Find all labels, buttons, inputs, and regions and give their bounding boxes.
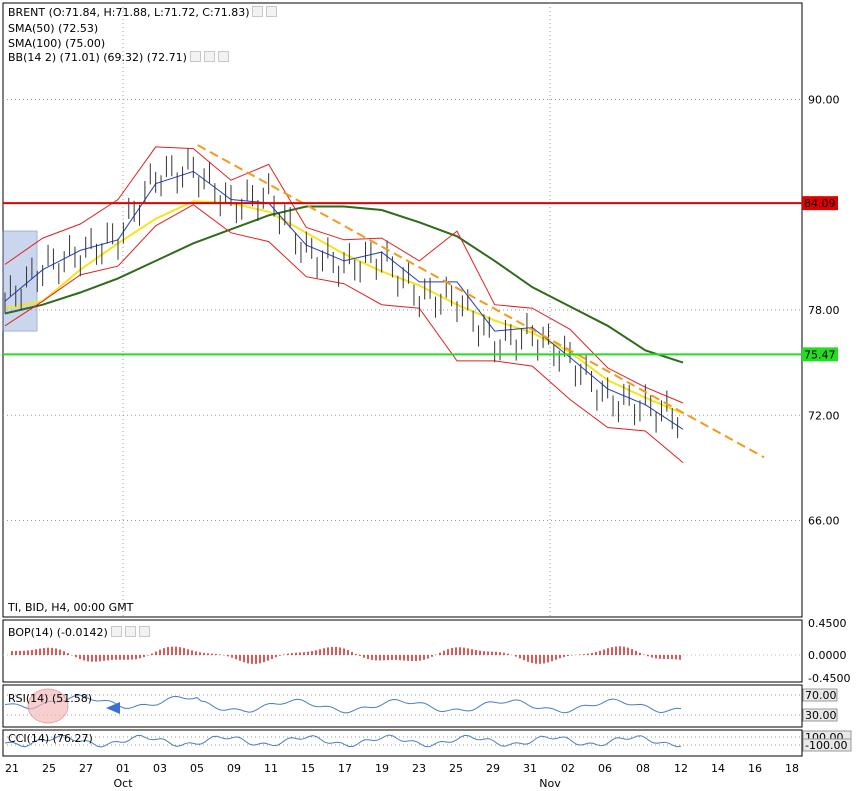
x-tick-label: 03 xyxy=(153,762,167,775)
sma50-legend: SMA(50) (72.53) xyxy=(8,22,98,35)
window-icon[interactable] xyxy=(203,51,215,62)
main-panel xyxy=(2,2,803,618)
cci-level-label: -100.00 xyxy=(805,739,847,752)
window-icon[interactable] xyxy=(189,51,201,62)
feed-text: TI, BID, H4, 00:00 GMT xyxy=(8,601,134,614)
window-icon[interactable] xyxy=(110,626,122,637)
cci-title-text: CCI(14) (76.27) xyxy=(8,732,93,745)
candles xyxy=(4,148,679,439)
bollinger-band-highlight xyxy=(2,230,38,332)
x-tick-label: 25 xyxy=(42,762,56,775)
rsi-level-tag xyxy=(802,708,838,722)
bb-text: BB(14 2) (71.01) (69.32) (72.71) xyxy=(8,51,187,64)
close-icon[interactable] xyxy=(138,626,150,637)
rsi-level-tag xyxy=(802,688,838,702)
month-label: Oct xyxy=(113,777,133,790)
x-tick-label: 05 xyxy=(190,762,204,775)
bop-tick-label: -0.4500 xyxy=(808,672,850,685)
sma100-text: SMA(100) (75.00) xyxy=(8,37,106,50)
x-tick-label: 02 xyxy=(561,762,575,775)
bop-title-text: BOP(14) (-0.0142) xyxy=(8,626,108,639)
x-tick-label: 21 xyxy=(5,762,19,775)
bop-title: BOP(14) (-0.0142) xyxy=(8,626,150,639)
rsi-title-text: RSI(14) (51.58) xyxy=(8,692,93,705)
x-tick-label: 19 xyxy=(375,762,389,775)
level-tag-label: 84.09 xyxy=(804,197,836,210)
bop-tick-label: 0.4500 xyxy=(808,617,847,630)
series-line-sma-100- xyxy=(4,205,684,364)
sma100-legend: SMA(100) (75.00) xyxy=(8,37,105,50)
x-tick-label: 06 xyxy=(598,762,612,775)
x-tick-label: 29 xyxy=(486,762,500,775)
y-tick-label: 90.00 xyxy=(808,93,840,106)
trendline xyxy=(197,144,765,459)
rsi-panel xyxy=(2,684,803,728)
arrow-icon xyxy=(106,702,120,714)
x-tick-label: 08 xyxy=(636,762,650,775)
x-tick-label: 17 xyxy=(338,762,352,775)
window-icon[interactable] xyxy=(124,626,136,637)
cci-line xyxy=(4,734,682,748)
y-axis: 90.00 78.00 72.00 66.00 xyxy=(808,93,840,527)
x-tick-label: 01 xyxy=(116,762,130,775)
x-tick-label: 12 xyxy=(674,762,688,775)
level-tag xyxy=(802,347,838,362)
x-tick-label: 23 xyxy=(412,762,426,775)
x-axis: 21 25 27 01 03 05 09 11 15 17 19 23 25 29 31 02 06 08 12 14… xyxy=(5,762,799,790)
x-tick-label: 14 xyxy=(711,762,725,775)
rsi-highlight-circle xyxy=(27,688,69,724)
rsi-level-label: 70.00 xyxy=(805,689,837,702)
cci-level-tag xyxy=(802,738,852,752)
x-tick-label: 27 xyxy=(79,762,93,775)
symbol-ohlc-text: BRENT (O:71.84, H:71.88, L:71.72, C:71.8… xyxy=(8,6,250,19)
window-icon[interactable] xyxy=(252,6,264,17)
horizontal-levels: 84.09 75.47 xyxy=(3,144,838,459)
feed-info: TI, BID, H4, 00:00 GMT xyxy=(8,601,133,614)
series-line-bb-upper xyxy=(4,146,684,404)
month-label: Nov xyxy=(539,777,561,790)
indicators: 0.45000.0000-0.450070.0030.00100.00-100.… xyxy=(3,617,852,752)
cci-panel xyxy=(2,729,803,757)
x-tick-label: 25 xyxy=(449,762,463,775)
symbol-ohlc-line: BRENT (O:71.84, H:71.88, L:71.72, C:71.8… xyxy=(8,6,278,19)
rsi-title: RSI(14) (51.58) xyxy=(8,692,92,705)
series-line-bb-lower xyxy=(4,204,684,463)
selection-box xyxy=(2,230,38,332)
bop-tick-label: 0.0000 xyxy=(808,649,847,662)
x-tick-label: 18 xyxy=(785,762,799,775)
level-tag-label: 75.47 xyxy=(804,348,836,361)
y-tick-label: 72.00 xyxy=(808,409,840,422)
x-tick-label: 16 xyxy=(748,762,762,775)
x-tick-label: 09 xyxy=(227,762,241,775)
x-tick-label: 15 xyxy=(301,762,315,775)
x-tick-label: 31 xyxy=(523,762,537,775)
close-icon[interactable] xyxy=(217,51,229,62)
rsi-level-label: 30.00 xyxy=(805,709,837,722)
level-tag xyxy=(802,196,838,211)
y-tick-label: 78.00 xyxy=(808,304,840,317)
bop-panel xyxy=(2,619,803,683)
bb-legend: BB(14 2) (71.01) (69.32) (72.71) xyxy=(8,51,229,64)
y-tick-label: 66.00 xyxy=(808,515,840,528)
x-tick-label: 11 xyxy=(264,762,278,775)
cci-title: CCI(14) (76.27) xyxy=(8,732,93,745)
sma50-text: SMA(50) (72.53) xyxy=(8,22,99,35)
window-icon[interactable] xyxy=(266,6,278,17)
